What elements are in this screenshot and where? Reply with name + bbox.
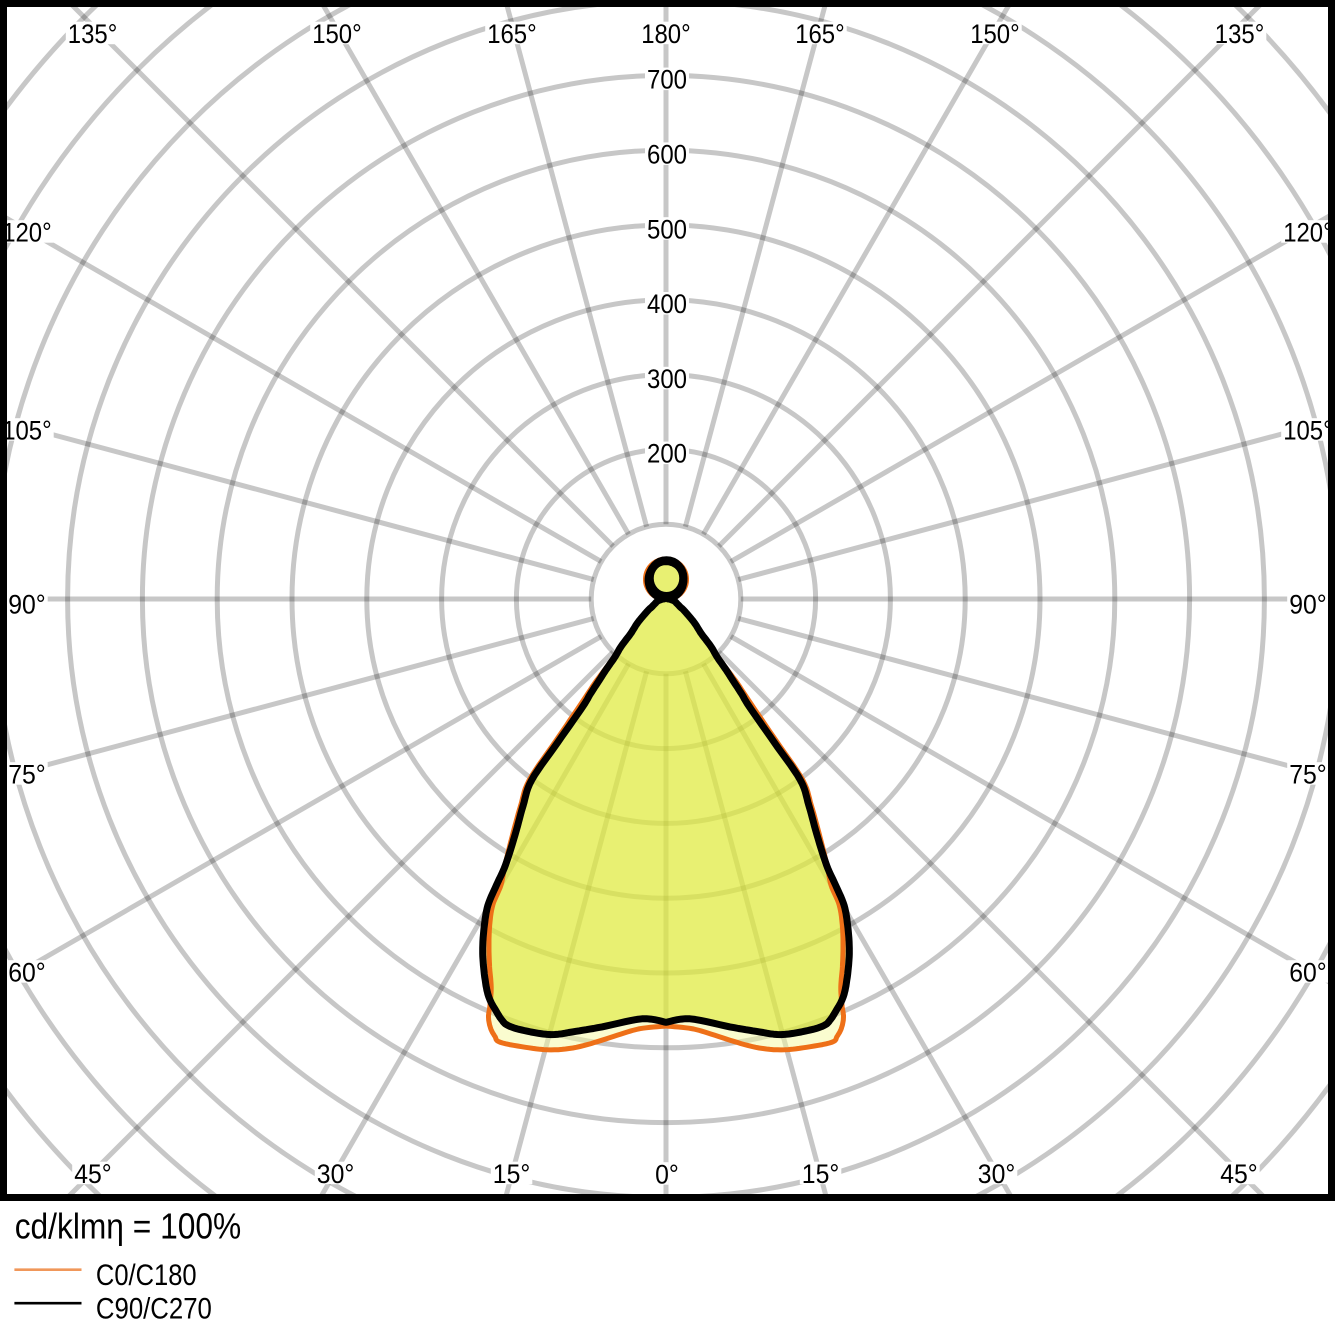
svg-text:135°: 135°: [1215, 19, 1265, 49]
svg-text:60°: 60°: [8, 957, 46, 987]
svg-text:200: 200: [647, 439, 687, 469]
svg-text:15°: 15°: [802, 1159, 840, 1189]
svg-text:C0/C180: C0/C180: [96, 1259, 197, 1292]
svg-text:15°: 15°: [493, 1159, 531, 1189]
svg-text:300: 300: [647, 364, 687, 394]
svg-text:120°: 120°: [1283, 217, 1333, 247]
svg-text:30°: 30°: [317, 1159, 355, 1189]
svg-text:600: 600: [647, 140, 687, 170]
svg-text:700: 700: [647, 65, 687, 95]
svg-text:180°: 180°: [641, 19, 691, 49]
svg-text:45°: 45°: [1220, 1159, 1258, 1189]
svg-text:30°: 30°: [978, 1159, 1016, 1189]
svg-text:105°: 105°: [1283, 415, 1333, 445]
svg-text:500: 500: [647, 214, 687, 244]
svg-text:165°: 165°: [795, 19, 845, 49]
svg-text:90°: 90°: [8, 589, 46, 619]
svg-text:cd/klmη = 100%: cd/klmη = 100%: [15, 1206, 242, 1247]
svg-text:75°: 75°: [1289, 759, 1327, 789]
svg-text:75°: 75°: [8, 759, 46, 789]
svg-text:165°: 165°: [487, 19, 537, 49]
svg-text:135°: 135°: [68, 19, 118, 49]
svg-text:150°: 150°: [312, 19, 362, 49]
svg-text:C90/C270: C90/C270: [96, 1292, 212, 1325]
svg-text:120°: 120°: [2, 217, 52, 247]
svg-text:400: 400: [647, 289, 687, 319]
svg-text:0°: 0°: [655, 1159, 679, 1189]
svg-text:45°: 45°: [74, 1159, 112, 1189]
svg-text:105°: 105°: [2, 415, 52, 445]
svg-text:150°: 150°: [970, 19, 1020, 49]
svg-text:90°: 90°: [1289, 589, 1327, 619]
svg-text:60°: 60°: [1289, 957, 1327, 987]
